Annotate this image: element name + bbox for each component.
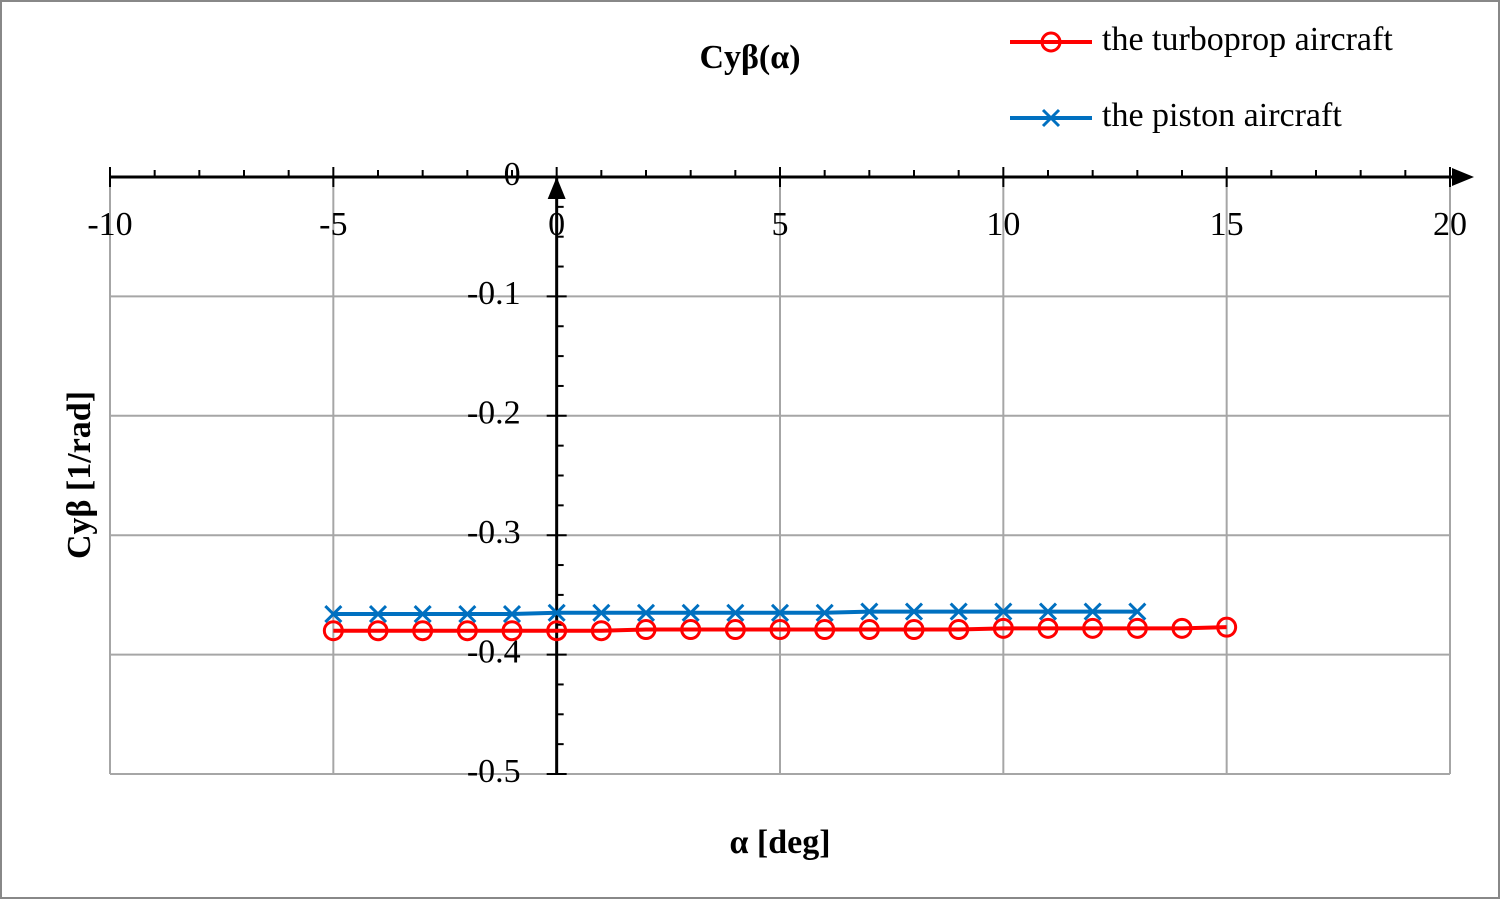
x-axis-arrow xyxy=(1452,168,1474,186)
data-point xyxy=(1126,617,1148,639)
data-point xyxy=(324,604,343,624)
data-point xyxy=(322,620,344,642)
x-tick-label: -10 xyxy=(87,206,132,243)
y-tick-label: -0.5 xyxy=(467,753,521,790)
data-point xyxy=(815,603,834,622)
data-point xyxy=(635,619,657,641)
x-tick-label: -5 xyxy=(319,206,347,243)
data-point xyxy=(948,619,970,641)
series-line xyxy=(333,625,1227,633)
data-point xyxy=(681,603,700,622)
y-axis-arrow xyxy=(547,177,566,199)
data-point xyxy=(368,604,388,624)
data-point xyxy=(502,604,522,624)
data-point xyxy=(1171,617,1193,639)
data-point xyxy=(590,620,612,642)
data-point xyxy=(858,619,880,641)
data-point xyxy=(412,620,434,642)
data-point xyxy=(992,617,1014,639)
data-point xyxy=(726,603,745,622)
legend-marker xyxy=(1040,31,1062,53)
data-point xyxy=(814,619,836,641)
data-point xyxy=(724,619,746,641)
data-point xyxy=(860,602,879,621)
data-point xyxy=(903,619,925,641)
data-point xyxy=(769,619,791,641)
data-point xyxy=(592,603,611,622)
data-point xyxy=(1082,617,1104,639)
data-point xyxy=(1128,602,1147,621)
data-point xyxy=(367,620,389,642)
data-point xyxy=(994,602,1013,621)
y-axis-label: Cyβ [1/rad] xyxy=(61,391,98,559)
x-tick-label: 0 xyxy=(548,206,565,243)
data-point xyxy=(770,603,790,622)
data-point xyxy=(1038,602,1058,621)
data-point xyxy=(546,620,568,642)
data-point xyxy=(636,603,656,622)
x-axis-label: α [deg] xyxy=(729,824,830,861)
legend-marker xyxy=(1041,108,1061,128)
data-point xyxy=(458,604,477,624)
data-point xyxy=(413,604,432,624)
legend-label: the turboprop aircraft xyxy=(1102,21,1393,58)
data-point xyxy=(1083,602,1102,621)
x-tick-label: 5 xyxy=(772,206,789,243)
chart-title: Cyβ(α) xyxy=(699,39,800,76)
data-point xyxy=(501,620,523,642)
y-tick-label: -0.2 xyxy=(467,395,521,432)
data-point xyxy=(1037,617,1059,639)
data-point xyxy=(456,620,478,642)
data-point xyxy=(949,602,968,621)
y-tick-label: 0 xyxy=(504,156,521,193)
x-tick-label: 15 xyxy=(1210,206,1244,243)
legend-label: the piston aircraft xyxy=(1102,97,1342,134)
x-tick-label: 10 xyxy=(986,206,1020,243)
data-point xyxy=(680,619,702,641)
data-point xyxy=(904,602,924,621)
y-tick-label: -0.1 xyxy=(467,275,521,312)
y-tick-label: -0.3 xyxy=(467,514,521,551)
data-point xyxy=(547,603,566,622)
data-point xyxy=(1216,616,1238,638)
x-tick-label: 20 xyxy=(1433,206,1467,243)
